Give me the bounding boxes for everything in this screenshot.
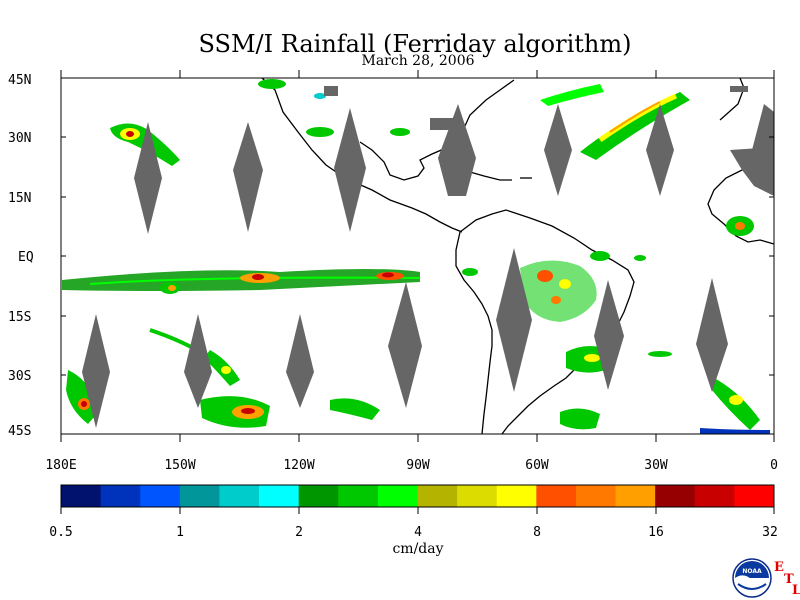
- lon-label-30w: 30W: [644, 458, 668, 473]
- lat-label-eq: EQ: [18, 250, 34, 265]
- colorbar-swatch: [61, 485, 102, 507]
- colorbar-label-0.5: 0.5: [49, 525, 72, 540]
- lon-label-120w: 120W: [283, 458, 314, 473]
- colorbar-swatch: [100, 485, 141, 507]
- etl-letter-e: E: [774, 560, 784, 575]
- colorbar-label-2: 2: [295, 525, 303, 540]
- lat-label-30n: 30N: [8, 131, 31, 146]
- colorbar-label-4: 4: [414, 525, 422, 540]
- map-title: SSM/I Rainfall (Ferriday algorithm): [198, 30, 632, 58]
- lon-label-180e: 180E: [45, 458, 76, 473]
- etl-letter-l: L: [792, 583, 800, 598]
- colorbar-swatch: [417, 485, 458, 507]
- lon-label-0: 0: [770, 458, 778, 473]
- etl-letter-t: T: [784, 572, 794, 587]
- colorbar-swatch: [298, 485, 339, 507]
- colorbar-swatch: [219, 485, 260, 507]
- colorbar-swatch: [536, 485, 577, 507]
- colorbar-label-8: 8: [533, 525, 541, 540]
- lat-label-45s: 45S: [8, 424, 31, 439]
- noaa-logo-icon: NOAA: [732, 558, 772, 598]
- colorbar-swatch: [694, 485, 735, 507]
- colorbar-swatch: [734, 485, 775, 507]
- lon-label-90w: 90W: [406, 458, 430, 473]
- colorbar-label-32: 32: [762, 525, 778, 540]
- colorbar: [61, 485, 775, 507]
- colorbar-label-16: 16: [648, 525, 664, 540]
- colorbar-unit: cm/day: [392, 541, 444, 557]
- colorbar-swatch: [457, 485, 498, 507]
- lat-label-30s: 30S: [8, 369, 31, 384]
- colorbar-swatch: [140, 485, 181, 507]
- lon-label-150w: 150W: [164, 458, 195, 473]
- colorbar-swatch: [575, 485, 617, 507]
- lat-label-15n: 15N: [8, 191, 31, 206]
- colorbar-swatch: [496, 485, 537, 507]
- lon-label-60w: 60W: [525, 458, 549, 473]
- lat-label-15s: 15S: [8, 310, 31, 325]
- colorbar-ticks: [60, 507, 775, 514]
- map-date: March 28, 2006: [361, 53, 475, 69]
- colorbar-swatch: [655, 485, 696, 507]
- colorbar-swatch: [377, 485, 418, 507]
- colorbar-swatch: [338, 485, 379, 507]
- swath-gaps: [82, 86, 774, 428]
- colorbar-label-1: 1: [176, 525, 184, 540]
- colorbar-swatch: [179, 485, 220, 507]
- axis-ticks: [60, 70, 775, 442]
- noaa-logo-text: NOAA: [742, 568, 762, 575]
- colorbar-swatch: [259, 485, 300, 507]
- colorbar-swatch: [615, 485, 656, 507]
- lat-label-45n: 45N: [8, 73, 31, 88]
